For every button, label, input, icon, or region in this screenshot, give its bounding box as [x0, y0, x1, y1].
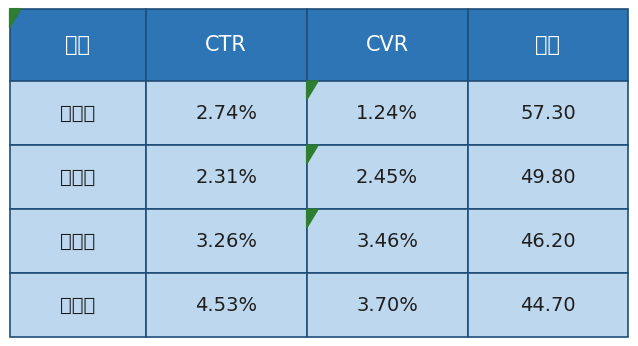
Polygon shape: [10, 9, 21, 28]
Text: 57.30: 57.30: [520, 103, 576, 122]
Text: 2.31%: 2.31%: [195, 167, 257, 186]
Bar: [10, 81, 145, 145]
Text: 1.24%: 1.24%: [356, 103, 418, 122]
Text: CTR: CTR: [205, 35, 247, 55]
Text: 2.45%: 2.45%: [356, 167, 418, 186]
Bar: [468, 145, 628, 209]
Text: 49.80: 49.80: [520, 167, 575, 186]
Bar: [307, 81, 468, 145]
Text: 第四周: 第四周: [60, 296, 95, 315]
Bar: [145, 209, 307, 273]
Text: 4.53%: 4.53%: [195, 296, 257, 315]
Bar: [145, 145, 307, 209]
Bar: [145, 273, 307, 337]
Bar: [468, 9, 628, 81]
Bar: [307, 145, 468, 209]
Bar: [307, 273, 468, 337]
Text: 第一周: 第一周: [60, 103, 95, 122]
Bar: [10, 209, 145, 273]
Text: 成本: 成本: [535, 35, 560, 55]
Bar: [307, 209, 468, 273]
Text: 3.70%: 3.70%: [356, 296, 418, 315]
Bar: [468, 81, 628, 145]
Text: 第三周: 第三周: [60, 232, 95, 251]
Text: 3.46%: 3.46%: [356, 232, 418, 251]
Text: 日期: 日期: [65, 35, 90, 55]
Bar: [307, 9, 468, 81]
Text: 2.74%: 2.74%: [195, 103, 257, 122]
Bar: [10, 273, 145, 337]
Bar: [468, 273, 628, 337]
Bar: [10, 145, 145, 209]
Bar: [10, 9, 145, 81]
Polygon shape: [307, 145, 318, 164]
Text: 46.20: 46.20: [520, 232, 575, 251]
Text: 第二周: 第二周: [60, 167, 95, 186]
Polygon shape: [307, 81, 318, 100]
Bar: [145, 81, 307, 145]
Bar: [145, 9, 307, 81]
Bar: [468, 209, 628, 273]
Text: CVR: CVR: [366, 35, 408, 55]
Polygon shape: [307, 209, 318, 228]
Text: 44.70: 44.70: [520, 296, 575, 315]
Text: 3.26%: 3.26%: [195, 232, 257, 251]
